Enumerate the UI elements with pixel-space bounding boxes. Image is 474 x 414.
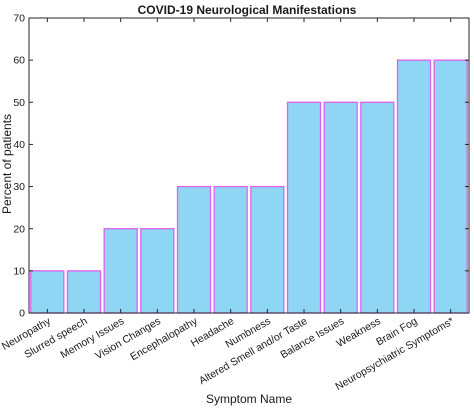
y-ticks-group: 0 10 20 30 40 50 60 70 xyxy=(13,13,469,320)
bar-numbness xyxy=(250,185,285,314)
bar-weakness xyxy=(360,101,395,314)
y-tick-label: 60 xyxy=(13,55,25,67)
y-tick-label: 20 xyxy=(13,223,25,235)
y-tick-label: 0 xyxy=(19,308,25,320)
bar-slurred-speech xyxy=(66,270,102,314)
bar-altered-smell-and-or-taste xyxy=(286,101,322,314)
y-tick-label: 40 xyxy=(13,139,25,151)
y-tick-label: 50 xyxy=(13,97,25,109)
chart-title: COVID-19 Neurological Manifestations xyxy=(138,3,357,17)
bar-vision-changes xyxy=(140,228,175,314)
y-axis-label: Percent of patients xyxy=(0,114,14,214)
bars-group xyxy=(30,59,468,314)
bar-memory-issues xyxy=(103,228,138,314)
bar-headache xyxy=(213,185,248,314)
x-axis-label: Symptom Name xyxy=(206,392,292,406)
bar-neuropathy xyxy=(30,270,65,314)
y-tick-label: 70 xyxy=(13,13,25,25)
bar-encephalopathy xyxy=(176,185,212,314)
axes-group xyxy=(28,17,470,314)
bar-balance-issues xyxy=(323,101,358,314)
y-tick-label: 10 xyxy=(13,265,25,277)
bar-neuropsychiatric-symptoms xyxy=(433,59,468,314)
y-tick-label: 30 xyxy=(13,181,25,193)
bar-brain-fog xyxy=(396,59,432,314)
plot-frame xyxy=(28,17,470,314)
